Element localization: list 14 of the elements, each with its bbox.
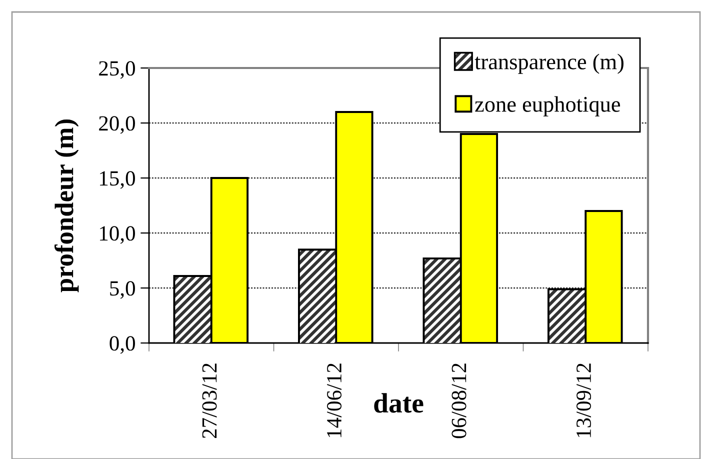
x-tick-label: 13/09/12	[576, 364, 592, 438]
legend-label: zone euphotique	[475, 96, 620, 116]
legend-label: transparence (m)	[474, 54, 624, 74]
x-tick-label: 06/08/12	[452, 364, 466, 438]
y-axis-title: profondeur (m)	[54, 120, 79, 292]
x-axis-title: date	[374, 393, 424, 413]
x-tick-label: 27/03/12	[202, 364, 217, 438]
x-tick-label: 14/06/12	[326, 364, 342, 438]
y-tick-label: 0,0	[110, 336, 135, 354]
y-tick-label: 10,0	[100, 226, 135, 244]
y-tick-label: 20,0	[99, 116, 135, 134]
y-tick-label: 25,0	[99, 61, 135, 79]
y-tick-label: 15,0	[100, 171, 135, 189]
y-tick-label: 5,0	[110, 281, 135, 299]
